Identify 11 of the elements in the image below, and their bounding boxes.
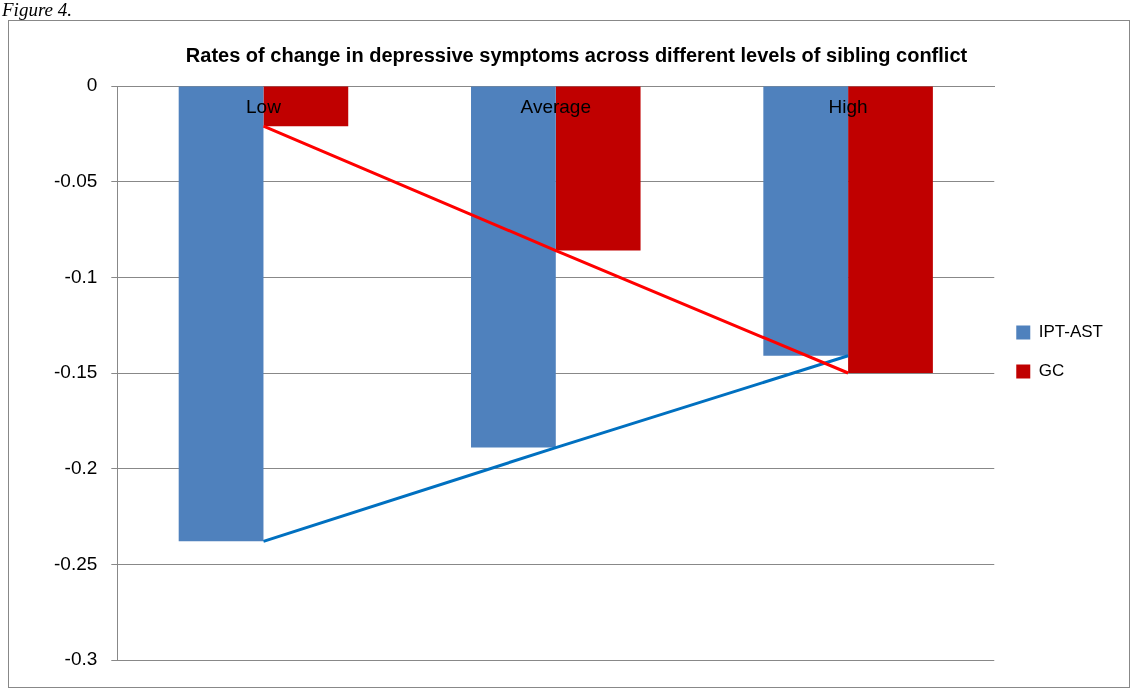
chart-title: Rates of change in depressive symptoms across different levels of sibling conflict [185,43,968,66]
y-tick-label: -0.05 [53,169,98,191]
y-tick-label: -0.1 [64,265,98,287]
legend-label: IPT-AST [1038,322,1103,342]
y-tick-label: -0.2 [64,456,98,478]
caption: Figure 4. [2,0,73,20]
y-tick-label: -0.25 [53,552,98,574]
y-tick-label: 0 [86,74,98,96]
legend-label: GC [1038,361,1065,381]
y-tick-label: -0.15 [53,361,98,383]
y-tick-label: -0.3 [64,648,98,670]
